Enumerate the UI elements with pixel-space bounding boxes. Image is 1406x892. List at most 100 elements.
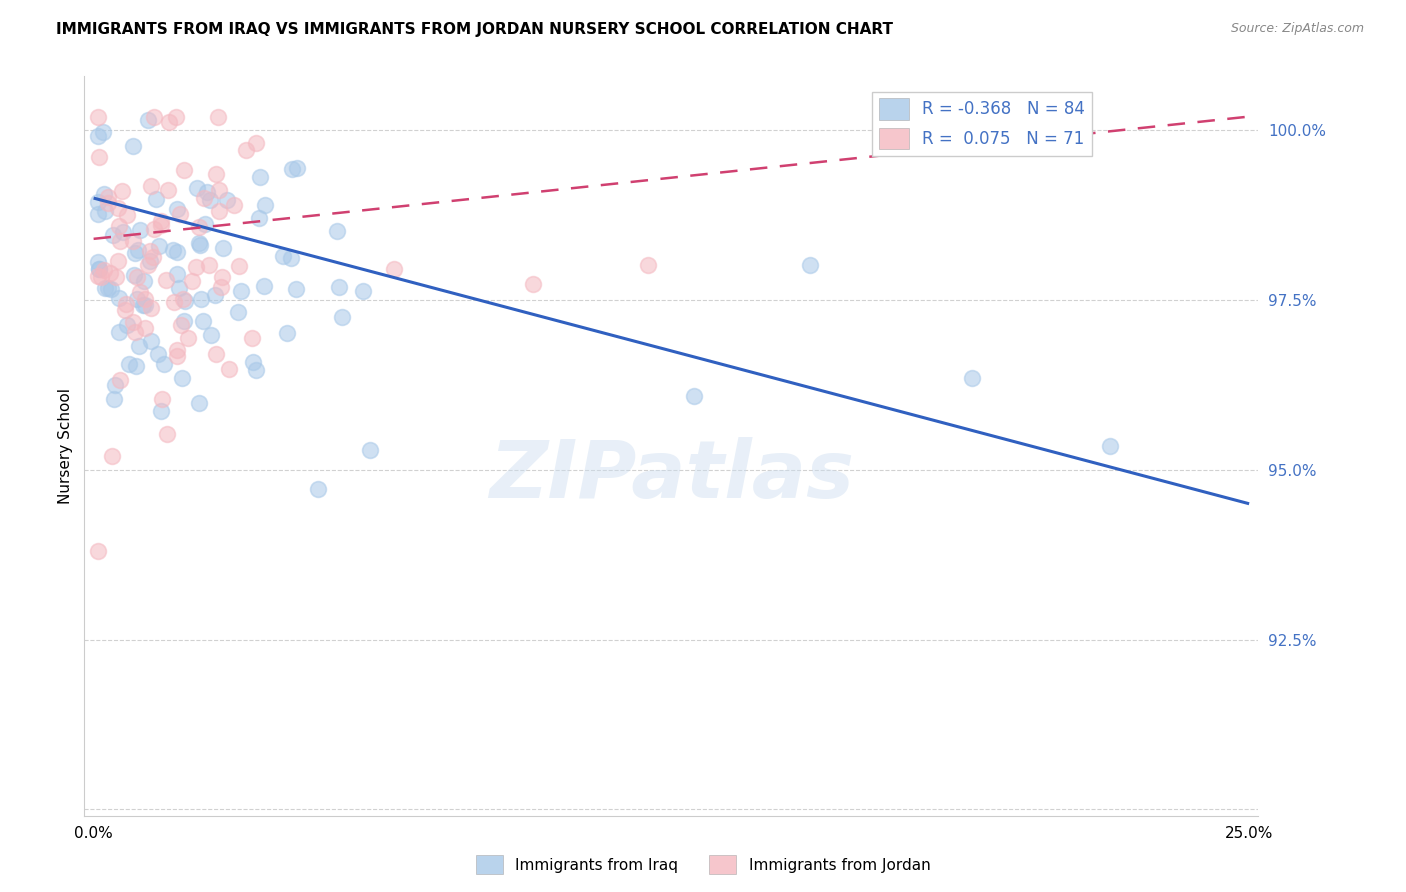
Point (173, 163, 195, 178)
Point (188, 219, 211, 234)
Point (105, 270, 128, 285)
Point (167, 281, 190, 295)
Point (93, 263, 115, 277)
Point (174, 294, 197, 309)
Point (108, 291, 131, 305)
Point (150, 392, 173, 406)
Point (148, 347, 170, 361)
Point (166, 202, 188, 216)
Point (166, 349, 188, 363)
Point (87, 262, 110, 277)
Point (93, 187, 115, 202)
Point (136, 112, 159, 127)
Point (87, 269, 110, 284)
Point (170, 318, 193, 333)
Point (97, 195, 120, 210)
Point (332, 310, 354, 324)
Point (287, 161, 309, 175)
Point (637, 259, 659, 273)
Point (155, 273, 177, 287)
Point (150, 214, 173, 228)
Point (122, 234, 145, 248)
Point (87, 206, 110, 220)
Point (127, 243, 149, 257)
Point (156, 426, 179, 441)
Point (94, 204, 117, 219)
Point (284, 282, 307, 296)
Point (190, 292, 212, 306)
Point (89, 150, 111, 164)
Point (90, 270, 112, 285)
Point (166, 245, 188, 260)
Point (245, 136, 267, 150)
Point (247, 211, 270, 225)
Point (129, 223, 152, 237)
Point (128, 339, 150, 353)
Point (107, 201, 129, 215)
Point (163, 295, 186, 310)
Point (124, 325, 146, 339)
Point (205, 168, 228, 182)
Point (212, 241, 235, 255)
Point (245, 362, 267, 376)
Point (224, 198, 246, 212)
Point (359, 442, 381, 457)
Point (108, 235, 131, 249)
Point (187, 235, 209, 250)
Point (103, 392, 125, 406)
Point (249, 169, 271, 184)
Point (328, 280, 350, 294)
Point (173, 314, 195, 328)
Point (114, 296, 136, 310)
Point (166, 267, 188, 281)
Point (115, 208, 138, 222)
Point (193, 191, 215, 205)
Point (184, 260, 207, 275)
Point (87, 195, 110, 210)
Point (136, 258, 159, 272)
Point (108, 373, 131, 387)
Point (188, 237, 211, 252)
Point (276, 326, 298, 341)
Point (191, 314, 214, 328)
Point (254, 197, 277, 211)
Point (122, 315, 145, 329)
Point (1099, 439, 1122, 453)
Point (100, 450, 122, 464)
Point (307, 482, 329, 496)
Point (382, 262, 405, 277)
Point (228, 305, 250, 319)
Point (142, 110, 165, 124)
Point (134, 298, 156, 312)
Point (122, 268, 145, 282)
Point (148, 239, 170, 253)
Point (271, 249, 294, 263)
Point (180, 274, 202, 288)
Point (159, 114, 181, 128)
Point (87, 110, 110, 124)
Point (115, 318, 138, 333)
Point (235, 143, 257, 157)
Point (134, 292, 156, 306)
Text: ZIPatlas: ZIPatlas (489, 436, 853, 515)
Point (142, 250, 165, 264)
Point (170, 371, 193, 385)
Point (228, 259, 250, 273)
Point (111, 185, 134, 199)
Point (125, 359, 148, 373)
Point (205, 347, 228, 361)
Y-axis label: Nursery School: Nursery School (58, 388, 73, 504)
Point (143, 222, 166, 236)
Point (141, 301, 163, 315)
Point (132, 297, 155, 311)
Point (187, 395, 209, 409)
Point (118, 357, 141, 371)
Point (149, 404, 172, 418)
Point (97, 281, 120, 295)
Point (208, 203, 231, 218)
Point (169, 207, 191, 221)
Point (128, 285, 150, 300)
Point (87, 544, 110, 558)
Point (141, 334, 163, 348)
Point (134, 321, 156, 335)
